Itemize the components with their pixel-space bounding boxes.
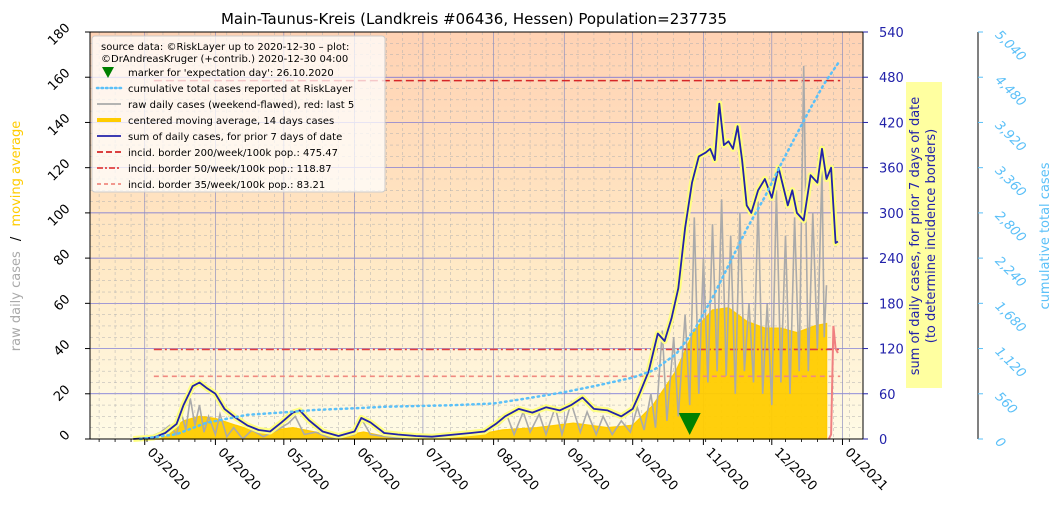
far-right-y-tick-label: 560 [992,390,1020,418]
x-tick-label: 01/2021 [842,445,891,494]
left-y-tick-label: 20 [51,382,73,404]
plot-frame [89,31,864,440]
right-y-tick-label: 540 [879,26,904,41]
left-y-tick-label: 160 [45,66,73,94]
legend-entry-border50: incid. border 50/week/100k pop.: 118.87 [128,164,332,175]
far-right-y-tick-label: 4,480 [992,73,1029,110]
far-right-y-tick-label: 2,800 [992,209,1029,246]
x-tick-label: 05/2020 [283,445,332,494]
right-axis-label-box [906,82,942,388]
cumulative-line [138,62,840,441]
right-y-tick-label: 120 [879,343,904,358]
left-axis-label-ma: moving average [9,121,24,227]
far-right-y-axis: 0 560 1,120 1,680 2,240 2,800 3,360 3,920 4,480 5… [977,28,1029,451]
legend-entry-ma: centered moving average, 14 days cases [128,116,334,127]
x-tick-label: 10/2020 [632,445,681,494]
far-right-axis-label: cumulative total cases [1038,162,1053,309]
right-y-tick-label: 240 [879,252,904,267]
far-right-y-tick-label: 0 [992,435,1008,451]
x-tick-label: 04/2020 [215,445,264,494]
raw-daily-cases-line [144,65,828,441]
expectation-day-marker [678,413,701,435]
x-tick-label: 09/2020 [563,445,612,494]
x-tick-label: 12/2020 [771,445,820,494]
left-axis-label: raw daily cases / moving average [9,121,24,351]
far-right-y-tick-label: 1,680 [992,299,1029,336]
left-y-tick-label: 80 [51,247,73,269]
legend-entry-marker: marker for 'expectation day': 26.10.2020 [128,68,334,79]
left-axis-label-raw: raw daily cases [9,251,24,351]
right-axis-label-line1: sum of daily cases, for prior 7 days of … [908,97,923,376]
legend-marker-symbol [102,67,114,78]
sum7-line [133,102,839,440]
legend-entry-border200: incid. border 200/week/100k pop.: 475.47 [128,148,338,159]
far-right-axis-label-text: cumulative total cases [1038,162,1053,309]
x-tick-label: 06/2020 [354,445,403,494]
legend-source-line2: ©DrAndreasKruger (+contrib.) 2020-12-30 … [101,54,348,65]
right-y-tick-label: 180 [879,297,904,312]
left-y-tick-label: 0 [57,428,73,444]
legend: source data: ©RiskLayer up to 2020-12-30… [91,35,386,193]
right-y-tick-label: 480 [879,71,904,86]
far-right-y-tick-label: 3,360 [992,163,1029,200]
left-y-tick-label: 180 [45,21,73,49]
right-y-tick-label: 300 [879,207,904,222]
far-right-y-tick-label: 5,040 [992,28,1029,65]
raw-daily-cases-series [144,65,839,441]
left-y-tick-label: 120 [45,156,73,184]
left-y-tick-label: 100 [45,202,73,230]
right-y-tick-label: 0 [879,433,887,448]
raw-last5-line [827,325,839,440]
legend-entry-cumulative: cumulative total cases reported at RiskL… [128,84,353,95]
legend-box [91,35,386,193]
left-y-tick-label: 40 [51,337,73,359]
x-tick-label: 11/2020 [703,445,752,494]
legend-source-line1: source data: ©RiskLayer up to 2020-12-30… [101,42,349,53]
legend-entry-raw: raw daily cases (weekend-flawed), red: l… [128,100,354,111]
x-tick-label: 07/2020 [422,445,471,494]
legend-entry-sum7: sum of daily cases, for prior 7 days of … [128,132,342,143]
legend-entry-border35: incid. border 35/week/100k pop.: 83.21 [128,180,325,191]
svg-text:raw daily cases /: raw daily cases / moving average [9,121,24,351]
right-axis-label-line2: (to determine incidence borders) [924,129,939,344]
cumulative-series [138,62,840,441]
right-axis-label: sum of daily cases, for prior 7 days of … [908,97,939,376]
far-right-y-tick-label: 2,240 [992,254,1029,291]
x-tick-label: 08/2020 [493,445,542,494]
expectation-day-triangle [678,413,701,435]
chart-title: Main-Taunus-Kreis (Landkreis #06436, Hes… [221,10,727,28]
right-y-tick-label: 420 [879,116,904,131]
sum7-series [133,100,840,442]
left-y-tick-label: 60 [51,292,73,314]
x-tick-label: 03/2020 [144,445,193,494]
left-axis-label-sep: / [9,236,24,241]
far-right-y-tick-label: 1,120 [992,344,1029,381]
right-y-tick-label: 360 [879,162,904,177]
far-right-y-tick-label: 3,920 [992,118,1029,155]
right-y-tick-label: 60 [879,388,896,403]
left-y-tick-label: 140 [45,111,73,139]
right-y-axis: 0 60 120 180 240 300 360 420 480 540 [863,26,904,448]
x-axis: 03/2020 04/2020 05/2020 06/2020 07/2020 08/20… [98,439,891,494]
left-y-axis: 0 20 40 60 80 100 120 140 160 180 [45,21,90,444]
